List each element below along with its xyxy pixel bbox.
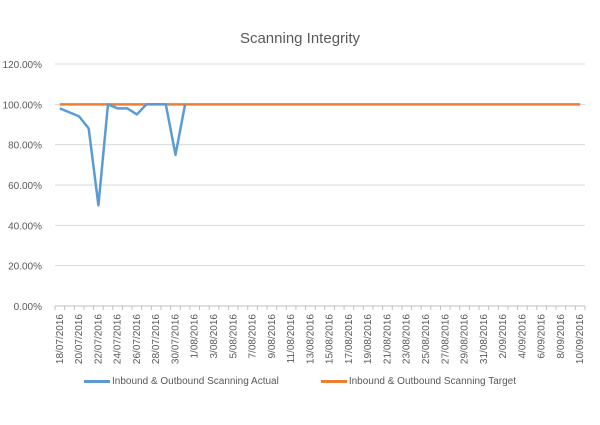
x-tick-label: 18/07/2016 (55, 314, 66, 364)
actual-series-line (59, 103, 187, 207)
x-tick-label: 27/08/2016 (440, 314, 451, 364)
legend-label-target: Inbound & Outbound Scanning Target (348, 376, 516, 387)
x-tick-label: 24/07/2016 (113, 314, 124, 364)
y-tick-label: 100.00% (3, 100, 43, 111)
x-tick-label: 8/09/2016 (556, 314, 567, 359)
y-tick-label: 20.00% (8, 262, 42, 273)
x-tick-label: 6/09/2016 (537, 314, 548, 359)
y-tick-label: 40.00% (8, 221, 42, 232)
chart-title: Scanning Integrity (239, 30, 361, 47)
x-tick-label: 25/08/2016 (421, 314, 432, 364)
y-tick-label: 120.00% (3, 60, 43, 71)
legend-swatch-target (320, 380, 347, 383)
x-tick-label: 21/08/2016 (382, 314, 393, 364)
y-tick-label: 80.00% (8, 141, 42, 152)
x-tick-label: 19/08/2016 (363, 314, 374, 364)
x-tick-label: 17/08/2016 (344, 314, 355, 364)
x-tick-label: 2/09/2016 (498, 314, 509, 359)
legend-swatch-actual (84, 380, 111, 383)
y-tick-label: 0.00% (14, 302, 42, 313)
x-tick-label: 13/08/2016 (305, 314, 316, 364)
x-tick-label: 11/08/2016 (286, 314, 297, 364)
legend-item-actual: Inbound & Outbound Scanning Actual (84, 376, 279, 387)
x-tick-label: 23/08/2016 (402, 314, 413, 364)
x-tick-label: 30/07/2016 (170, 314, 181, 364)
x-tick-label: 10/09/2016 (575, 314, 586, 364)
legend-item-target: Inbound & Outbound Scanning Target (320, 376, 516, 387)
x-tick-label: 20/07/2016 (74, 314, 85, 364)
x-tick-label: 9/08/2016 (267, 314, 278, 359)
x-tick-label: 29/08/2016 (460, 314, 471, 364)
x-tick-label: 5/08/2016 (228, 314, 239, 359)
x-tick-label: 3/08/2016 (209, 314, 220, 359)
x-tick-label: 26/07/2016 (132, 314, 143, 364)
x-tick-label: 1/08/2016 (190, 314, 201, 359)
x-tick-label: 28/07/2016 (151, 314, 162, 364)
x-tick-label: 15/08/2016 (325, 314, 336, 364)
legend-label-actual: Inbound & Outbound Scanning Actual (112, 376, 279, 387)
y-tick-label: 60.00% (8, 181, 42, 192)
x-tick-label: 4/09/2016 (517, 314, 528, 359)
x-tick-label: 22/07/2016 (93, 314, 104, 364)
x-tick-label: 7/08/2016 (248, 314, 259, 359)
chart-legend: Inbound & Outbound Scanning Actual Inbou… (0, 376, 600, 387)
x-tick-label: 31/08/2016 (479, 314, 490, 364)
